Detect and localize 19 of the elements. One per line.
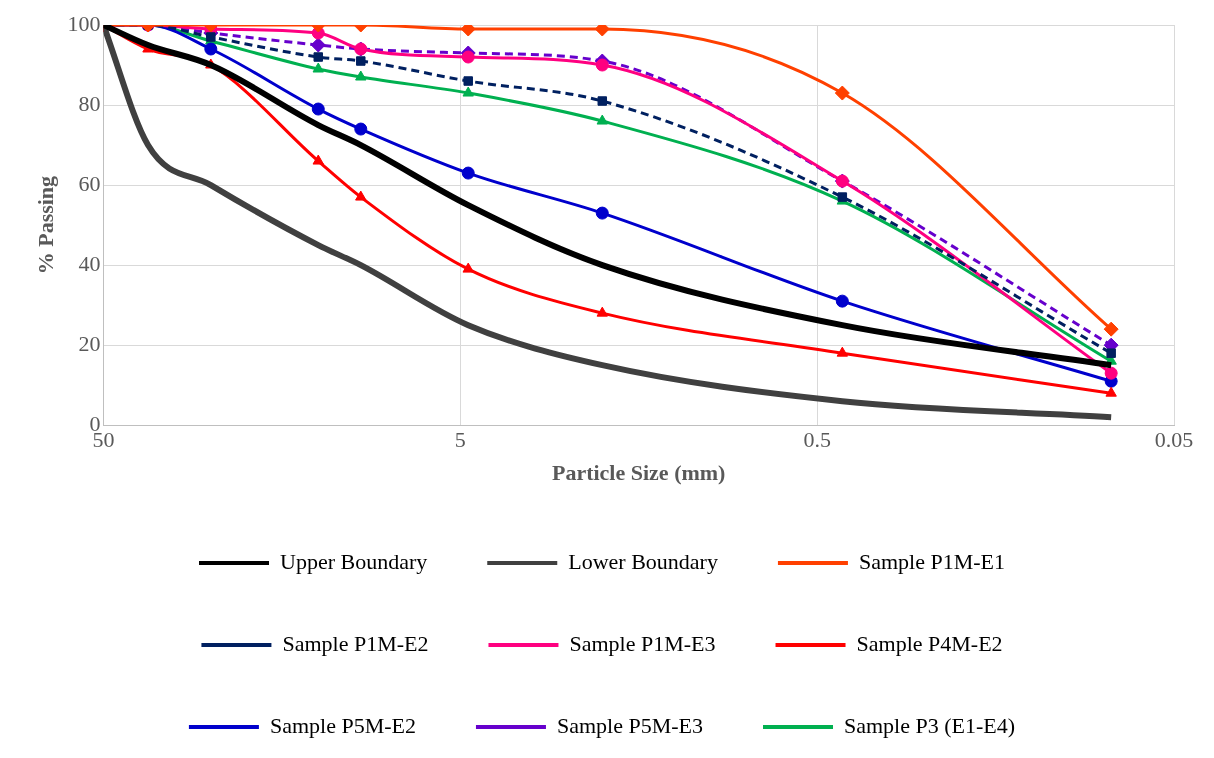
- y-tick-label: 40: [78, 250, 101, 276]
- x-tick-label: 0.05: [1154, 427, 1194, 453]
- legend-label: Sample P4M-E2: [856, 630, 1003, 656]
- y-tick-label: 60: [78, 170, 101, 196]
- legend-label: Sample P3 (E1-E4): [844, 712, 1016, 738]
- legend-label: Sample P1M-E2: [282, 630, 429, 656]
- legend-label: Lower Boundary: [568, 548, 718, 574]
- legend-label: Upper Boundary: [280, 548, 428, 574]
- x-tick-label: 5: [454, 427, 466, 453]
- legend-label: Sample P5M-E3: [556, 712, 704, 738]
- x-tick-label: 0.5: [803, 427, 831, 453]
- x-axis-title: Particle Size (mm): [551, 460, 726, 486]
- y-axis-title: % Passing: [32, 175, 58, 275]
- y-tick-label: 80: [78, 90, 101, 116]
- legend-label: Sample P1M-E1: [858, 548, 1005, 574]
- y-tick-label: 20: [78, 330, 101, 356]
- legend-label: Sample P5M-E2: [269, 712, 416, 738]
- legend-label: Sample P1M-E3: [569, 630, 716, 656]
- y-tick-label: 100: [67, 10, 101, 36]
